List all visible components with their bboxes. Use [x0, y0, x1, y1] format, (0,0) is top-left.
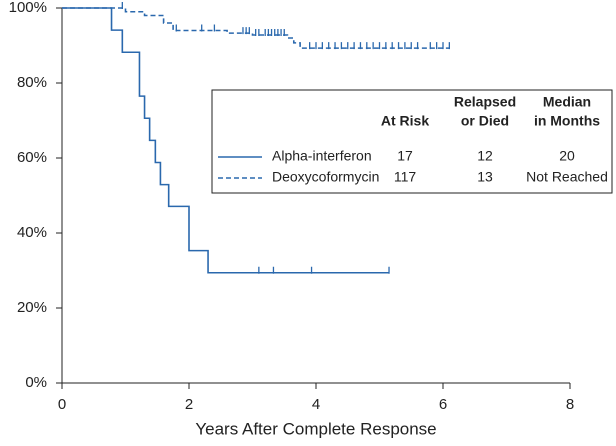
- x-tick-label: 0: [58, 396, 66, 413]
- legend-label: Alpha-interferon: [272, 148, 372, 164]
- legend-cell: 12: [477, 148, 493, 164]
- legend-header: or Died: [461, 113, 509, 129]
- legend-cell: 13: [477, 169, 493, 185]
- x-axis-label: Years After Complete Response: [195, 419, 436, 438]
- legend-header: At Risk: [381, 113, 429, 129]
- legend-header: Relapsed: [454, 94, 516, 110]
- legend-cell: 20: [559, 148, 575, 164]
- legend-cell: 117: [394, 169, 417, 185]
- y-tick-label: 40%: [17, 224, 47, 241]
- y-tick-label: 20%: [17, 299, 47, 316]
- legend-cell: 17: [397, 148, 413, 164]
- x-tick-label: 2: [185, 396, 193, 413]
- survival-curve: [62, 7, 450, 49]
- x-tick-label: 6: [439, 396, 447, 413]
- y-tick-label: 100%: [9, 0, 47, 16]
- y-tick-label: 60%: [17, 149, 47, 166]
- legend-header: in Months: [534, 113, 600, 129]
- survival-curve: [62, 7, 390, 274]
- x-tick-label: 8: [566, 396, 574, 413]
- y-tick-label: 0%: [25, 374, 47, 391]
- y-tick-label: 80%: [17, 74, 47, 91]
- x-tick-label: 4: [312, 396, 320, 413]
- legend-label: Deoxycoformycin: [272, 169, 379, 185]
- legend-header: Median: [543, 94, 591, 110]
- legend-box: [211, 89, 613, 194]
- legend-cell: Not Reached: [526, 169, 608, 185]
